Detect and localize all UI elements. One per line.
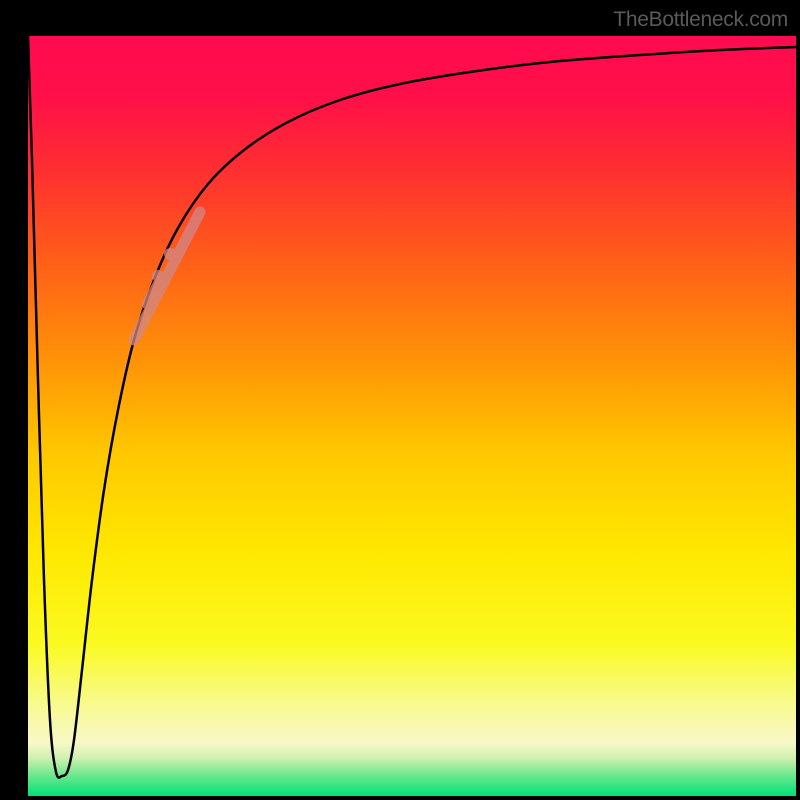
- highlight-dot: [152, 270, 164, 282]
- bottleneck-chart: [0, 0, 800, 800]
- chart-gradient-background: [28, 36, 796, 796]
- watermark-text: TheBottleneck.com: [613, 8, 788, 32]
- chart-svg: [0, 0, 800, 800]
- highlight-dot: [164, 248, 176, 260]
